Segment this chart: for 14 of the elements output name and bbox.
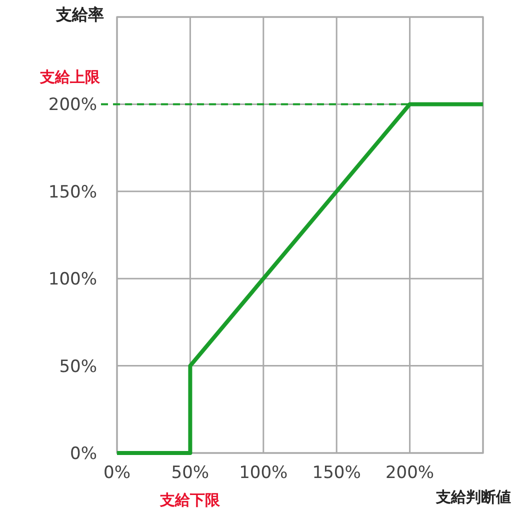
annotation: 支給下限 (159, 491, 222, 509)
y-tick-label: 200% (48, 95, 97, 116)
x-tick-label: 200% (385, 463, 434, 483)
y-tick-label: 100% (48, 270, 97, 290)
y-tick-label: 0% (70, 444, 97, 464)
y-axis-title: 支給率 (55, 5, 104, 24)
x-axis-title: 支給判断値 (435, 488, 511, 506)
x-tick-label: 0% (104, 463, 130, 483)
y-tick-label: 50% (59, 356, 97, 377)
x-tick-label: 50% (171, 463, 210, 483)
y-tick-label: 150% (48, 182, 97, 202)
x-tick-label: 150% (312, 463, 361, 483)
x-tick-label: 100% (239, 463, 288, 483)
ref-line-label: 支給上限 (39, 68, 101, 86)
